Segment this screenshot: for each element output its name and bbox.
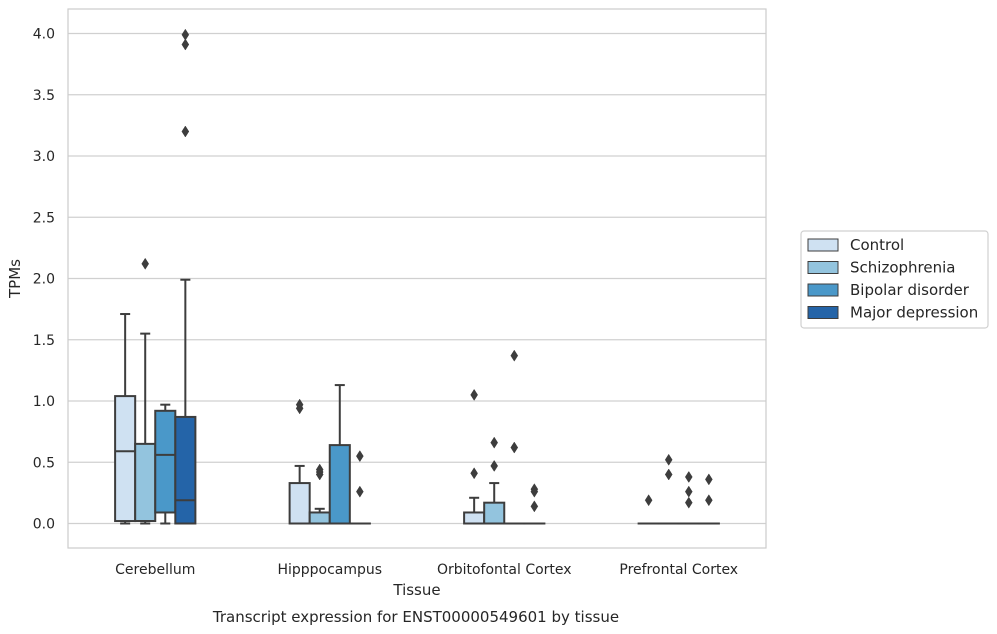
outlier-point	[490, 436, 499, 449]
legend-swatch	[807, 261, 839, 274]
outlier-point	[684, 496, 693, 509]
legend-label: Schizophrenia	[850, 259, 955, 277]
outlier-point	[490, 459, 499, 472]
box-bipolar-disorder	[154, 403, 177, 525]
box-bipolar-disorder	[503, 349, 526, 525]
box-schizophrenia	[483, 436, 506, 525]
y-tick-label: 0.0	[33, 517, 55, 533]
y-tick-label: 4.0	[33, 27, 55, 43]
box-body	[114, 395, 137, 523]
chart-caption: Transcript expression for ENST0000054960…	[212, 608, 619, 626]
x-tick-labels: Cerebellum Hipppocampus Orbitofontal Corte…	[115, 562, 738, 578]
outlier-point	[684, 470, 693, 483]
outlier-point	[315, 463, 324, 476]
box-body	[328, 444, 351, 525]
box-body	[463, 511, 486, 525]
box-body	[134, 442, 157, 523]
y-tick-label: 1.0	[33, 394, 55, 410]
legend-label: Bipolar disorder	[850, 281, 970, 299]
box-schizophrenia	[134, 257, 157, 525]
outlier-point	[644, 494, 653, 507]
y-axis-label: TPMs	[6, 259, 24, 299]
box-schizophrenia	[657, 453, 680, 525]
legend: Control Schizophrenia Bipolar disorder Majo…	[800, 230, 989, 329]
outlier-point	[181, 125, 190, 138]
outlier-point	[141, 257, 150, 270]
outlier-point	[181, 28, 190, 41]
y-tick-label: 2.5	[33, 210, 55, 226]
legend-swatch	[807, 238, 839, 252]
outlier-point	[295, 398, 304, 411]
outlier-point	[356, 485, 364, 498]
outlier-point	[356, 450, 364, 463]
box-body	[308, 511, 331, 525]
x-tick-label: Orbitofontal Cortex	[437, 562, 572, 578]
legend-frame	[800, 230, 989, 329]
legend-label: Major depression	[850, 304, 978, 322]
y-tick-label: 3.0	[33, 149, 55, 165]
box-bipolar-disorder	[328, 384, 351, 525]
box-body	[483, 501, 506, 525]
y-tick-label: 0.5	[33, 455, 55, 471]
outlier-point	[705, 494, 713, 507]
outlier-point	[664, 468, 673, 481]
outlier-point	[470, 467, 478, 480]
y-tick-label: 3.5	[33, 88, 55, 104]
box-major-depression	[697, 473, 720, 525]
legend-swatch	[807, 283, 839, 297]
outlier-point	[705, 473, 713, 486]
boxes-layer	[114, 28, 720, 525]
legend-label: Control	[850, 236, 904, 254]
box-schizophrenia	[308, 463, 331, 525]
outlier-point	[510, 349, 519, 362]
box-control	[114, 313, 137, 525]
outlier-point	[470, 388, 478, 401]
box-major-depression	[348, 450, 371, 525]
outlier-point	[530, 500, 539, 513]
y-tick-label: 1.5	[33, 333, 55, 349]
box-major-depression	[523, 483, 546, 525]
outlier-point	[510, 441, 519, 454]
box-major-depression	[174, 28, 197, 525]
outlier-point	[664, 453, 673, 466]
y-tick-labels: 0.0 0.5 1.0 1.5 2.0 2.5 3.0 3.5 4.0	[33, 27, 55, 533]
box-body	[154, 409, 177, 514]
box-control	[288, 398, 311, 525]
box-control	[463, 388, 486, 525]
box-body	[288, 482, 311, 525]
x-tick-label: Cerebellum	[115, 562, 195, 578]
box-control	[637, 494, 660, 525]
y-tick-label: 2.0	[33, 272, 55, 288]
outlier-point	[530, 483, 539, 496]
box-body	[174, 415, 197, 525]
x-tick-label: Hipppocampus	[277, 562, 382, 578]
legend-swatch	[807, 306, 839, 319]
x-tick-label: Prefrontal Cortex	[619, 562, 738, 578]
outlier-point	[181, 38, 190, 51]
plot-frame	[67, 8, 767, 549]
box-bipolar-disorder	[677, 470, 700, 525]
x-axis-label: Tissue	[392, 581, 440, 599]
outlier-point	[684, 485, 693, 498]
